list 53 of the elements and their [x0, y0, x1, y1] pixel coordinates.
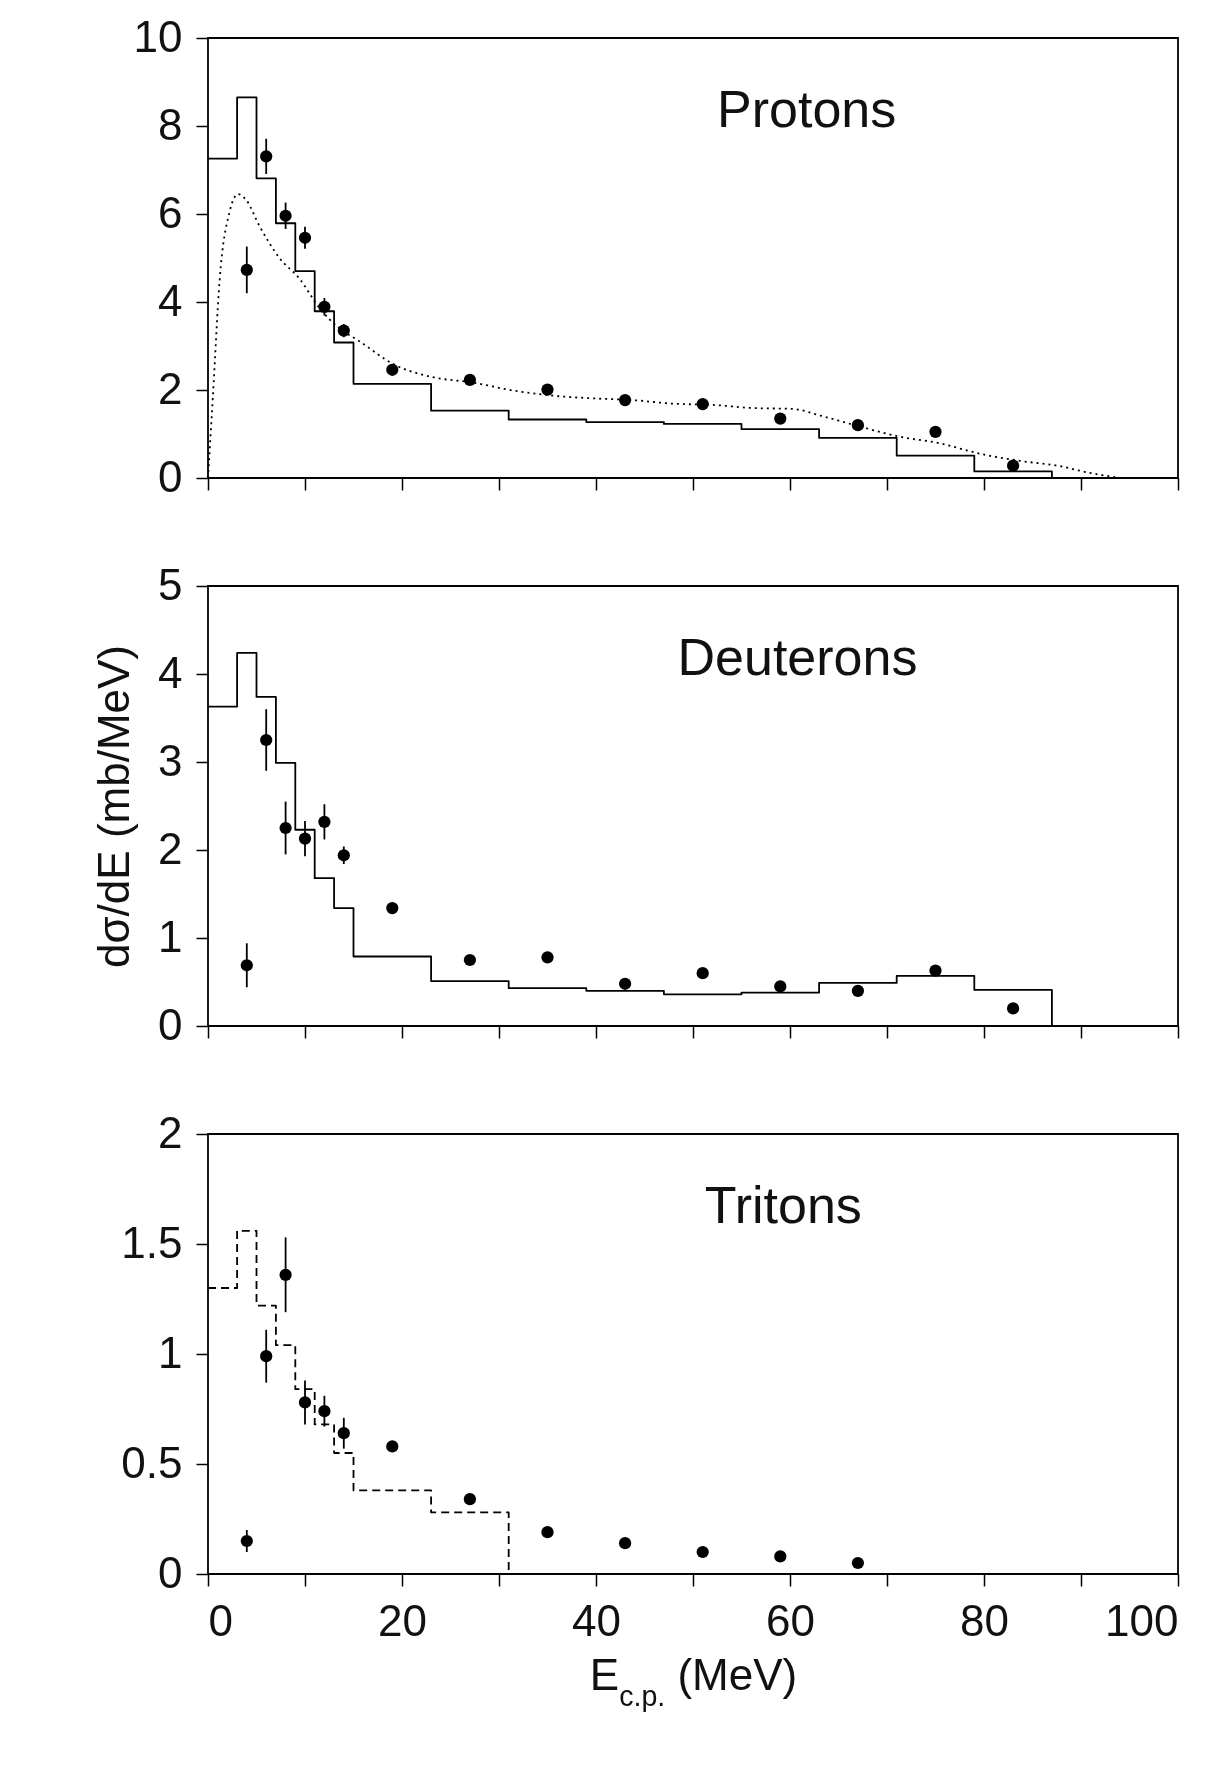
point	[851, 1556, 865, 1570]
point	[541, 951, 554, 964]
y-tick-label: 0	[158, 1547, 183, 1597]
point	[541, 383, 554, 396]
y-tick-label: 6	[158, 187, 183, 237]
y-tick-label: 1	[158, 1327, 183, 1377]
point	[851, 984, 865, 997]
point	[386, 363, 399, 376]
point	[696, 1545, 709, 1559]
point	[386, 901, 399, 915]
point	[541, 1526, 554, 1539]
point	[774, 412, 787, 425]
x-tick-label: 20	[378, 1595, 427, 1645]
x-axis-title: E$_{c.p.}$ (MeV)	[589, 1649, 798, 1712]
point	[463, 953, 477, 967]
x-tick-label: 0	[208, 1595, 233, 1645]
text: Protons	[717, 80, 897, 138]
y-tick-label: 2	[158, 823, 183, 873]
point	[929, 964, 942, 977]
y-tick-label: 8	[158, 99, 183, 149]
y-axis-title: dσ/dE (mb/MeV)	[89, 644, 139, 969]
point	[463, 373, 477, 386]
text: Deuterons	[677, 628, 918, 686]
y-tick-label: 0	[158, 999, 183, 1049]
y-tick-label: 0.5	[121, 1437, 183, 1487]
point	[386, 1440, 399, 1453]
y-tick-label: 10	[133, 11, 183, 61]
y-tick-label: 0	[158, 451, 183, 501]
y-tick-label: 2	[158, 1107, 183, 1157]
x-tick-label: 60	[766, 1595, 815, 1645]
x-tick-label: 80	[960, 1595, 1009, 1645]
text: Tritons	[704, 1176, 862, 1234]
y-tick-label: 5	[158, 559, 183, 609]
point	[929, 425, 942, 438]
point	[774, 980, 787, 993]
y-tick-label: 4	[158, 275, 183, 325]
point	[774, 1550, 787, 1563]
y-tick-label: 2	[158, 363, 183, 413]
y-tick-label: 3	[158, 735, 183, 785]
y-tick-label: 1.5	[121, 1217, 183, 1267]
x-tick-label: 40	[572, 1595, 621, 1645]
point	[463, 1493, 477, 1506]
point	[696, 397, 709, 411]
point	[618, 977, 632, 990]
y-tick-label: 1	[158, 911, 183, 961]
point	[851, 419, 865, 432]
point	[618, 1537, 632, 1550]
point	[618, 394, 632, 407]
y-tick-label: 4	[158, 647, 183, 697]
point	[1006, 1002, 1020, 1015]
point	[696, 967, 709, 980]
x-tick-label: 100	[1105, 1595, 1179, 1645]
point	[1006, 459, 1020, 472]
